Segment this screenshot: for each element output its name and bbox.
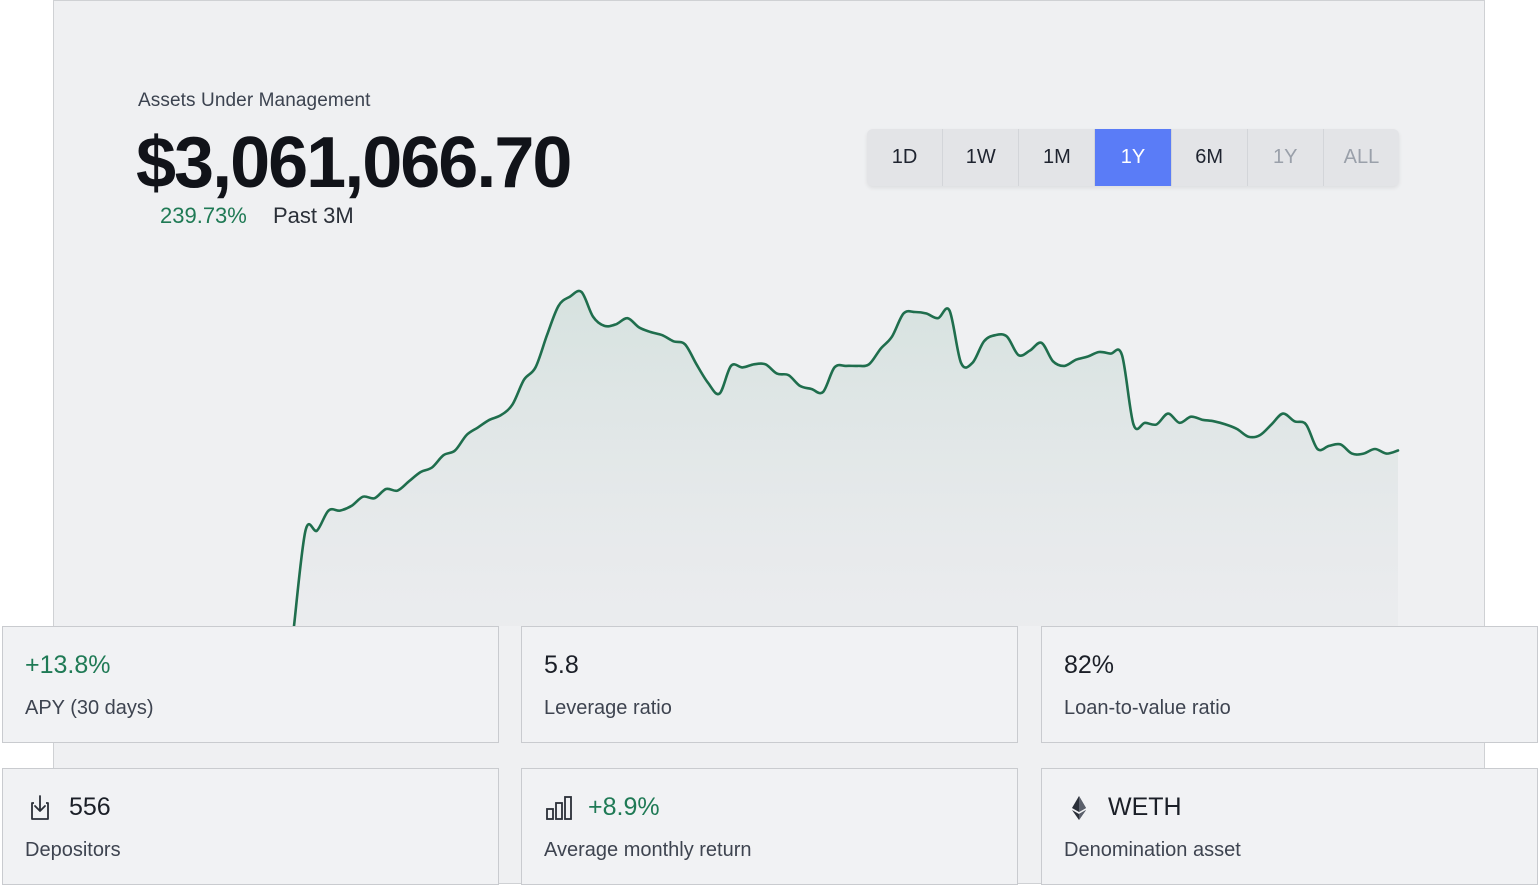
time-range-tabs: 1D 1W 1M 1Y 6M 1Y ALL: [867, 129, 1399, 186]
stat-card-monthly-return: +8.9% Average monthly return: [521, 768, 1018, 885]
stat-value-apy: +13.8%: [25, 651, 111, 679]
stat-card-apy: +13.8% APY (30 days): [2, 626, 499, 743]
aum-value: $3,061,066.70: [136, 123, 572, 203]
aum-period: Past 3M: [273, 203, 354, 228]
stat-card-ltv: 82% Loan-to-value ratio: [1041, 626, 1538, 743]
stat-card-leverage: 5.8 Leverage ratio: [521, 626, 1018, 743]
stat-label-monthly-return: Average monthly return: [544, 839, 752, 861]
stat-value-monthly-return: +8.9%: [588, 793, 660, 821]
stat-value-depositors: 556: [69, 793, 111, 821]
stat-value-ltv: 82%: [1064, 651, 1115, 679]
stat-card-depositors: 556 Depositors: [2, 768, 499, 885]
ethereum-icon: [1072, 796, 1086, 820]
tab-6m[interactable]: 6M: [1172, 129, 1248, 186]
stat-label-denomination: Denomination asset: [1064, 839, 1241, 861]
aum-label: Assets Under Management: [138, 90, 371, 111]
stat-value-denomination: WETH: [1108, 793, 1182, 821]
tab-all[interactable]: ALL: [1343, 146, 1380, 168]
download-icon: [31, 795, 49, 820]
tab-1y[interactable]: 1Y: [1248, 129, 1324, 186]
tab-1m[interactable]: 1M: [1019, 129, 1096, 186]
stat-label-leverage: Leverage ratio: [544, 697, 672, 719]
stat-label-ltv: Loan-to-value ratio: [1064, 697, 1231, 719]
bar-chart-icon: [546, 796, 572, 820]
stat-label-apy: APY (30 days): [25, 697, 154, 719]
stat-card-denomination: WETH Denomination asset: [1041, 768, 1538, 885]
tab-1w[interactable]: 1W: [943, 129, 1020, 186]
tab-1y-selected[interactable]: 1Y: [1095, 129, 1172, 186]
stat-value-leverage: 5.8: [544, 651, 579, 679]
stat-label-depositors: Depositors: [25, 839, 121, 861]
aum-change: 239.73%: [160, 203, 247, 228]
tab-1d[interactable]: 1D: [867, 129, 944, 186]
